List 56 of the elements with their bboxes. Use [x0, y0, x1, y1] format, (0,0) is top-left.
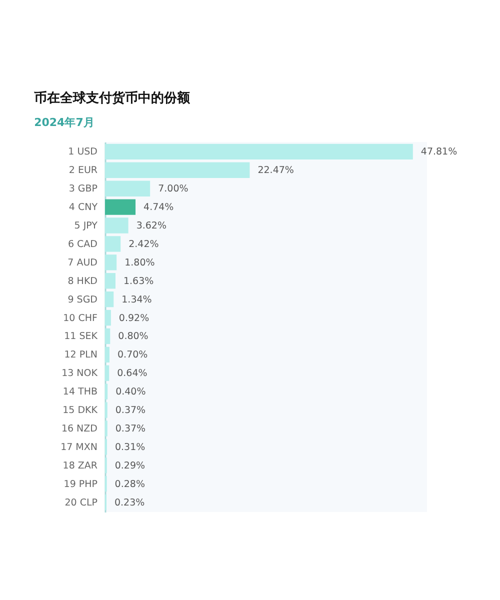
- y-tick-label: 15 DKK: [62, 405, 98, 416]
- data-label: 0.37%: [115, 423, 146, 434]
- y-tick-label: 10 CHF: [63, 312, 98, 324]
- bar: [105, 291, 114, 308]
- data-label: 0.31%: [114, 442, 146, 453]
- data-label: 0.29%: [114, 460, 146, 472]
- bar: [105, 273, 116, 289]
- data-label: 1.80%: [124, 257, 155, 268]
- chart-subtitle: 2024年7月: [34, 116, 94, 129]
- data-label: 0.80%: [118, 331, 148, 342]
- data-label: 7.00%: [158, 184, 188, 195]
- y-tick-label: 4 CNY: [68, 202, 98, 214]
- y-tick-label: 8 HKD: [68, 276, 98, 287]
- bar: [105, 236, 121, 252]
- y-tick-label: 19 PHP: [64, 478, 98, 490]
- bar: [105, 384, 108, 400]
- y-tick-label: 6 CAD: [68, 238, 98, 250]
- y-tick-label: 3 GBP: [68, 184, 98, 195]
- bar: [105, 199, 136, 215]
- data-label: 22.47%: [258, 165, 294, 176]
- bar: [105, 254, 117, 270]
- y-tick-label: 17 MXN: [60, 442, 98, 453]
- data-label: 2.42%: [128, 238, 159, 250]
- data-label: 4.74%: [144, 202, 174, 214]
- data-label: 1.63%: [123, 276, 154, 287]
- y-tick-label: 20 CLP: [64, 497, 98, 508]
- data-label: 1.34%: [122, 294, 152, 306]
- bar: [105, 162, 250, 178]
- y-tick-label: 13 NOK: [62, 368, 98, 380]
- y-tick-label: 2 EUR: [68, 165, 98, 176]
- bar: [105, 328, 110, 344]
- data-label: 0.64%: [117, 368, 148, 380]
- y-tick-label: 5 JPY: [74, 220, 98, 232]
- chart-title: 币在全球支付货币中的份额: [33, 90, 192, 106]
- data-label: 0.70%: [118, 350, 148, 361]
- data-label: 0.92%: [118, 312, 150, 324]
- data-label: 0.23%: [114, 497, 145, 508]
- y-tick-label: 14 THB: [62, 386, 98, 398]
- y-tick-label: 9 SGD: [68, 294, 98, 306]
- y-tick-label: 7 AUD: [68, 257, 98, 268]
- y-tick-label: 18 ZAR: [62, 460, 98, 472]
- y-tick-label: 12 PLN: [64, 350, 98, 361]
- data-label: 3.62%: [136, 220, 166, 232]
- bar: [105, 310, 111, 326]
- data-label: 0.40%: [116, 386, 146, 398]
- bar: [105, 218, 128, 234]
- data-label: 0.28%: [114, 478, 145, 490]
- data-label: 47.81%: [420, 146, 458, 158]
- y-tick-label: 11 SEK: [64, 331, 98, 342]
- bar: [105, 346, 110, 363]
- y-tick-label: 1 USD: [68, 146, 98, 158]
- bar: [105, 144, 413, 160]
- bar: [105, 180, 150, 196]
- y-tick-label: 16 NZD: [61, 423, 98, 434]
- data-label: 0.37%: [115, 405, 146, 416]
- bar: [105, 365, 110, 381]
